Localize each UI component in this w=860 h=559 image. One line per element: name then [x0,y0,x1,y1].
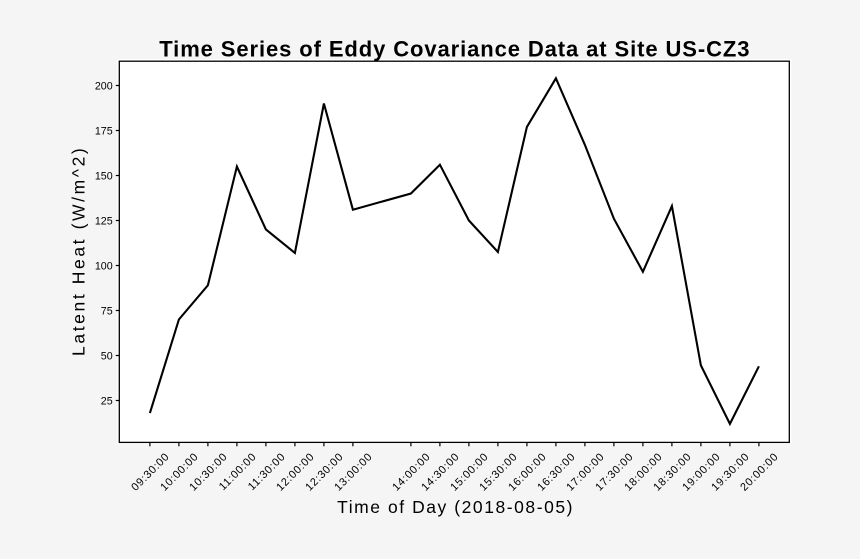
svg-text:Latent Heat (W/m^2): Latent Heat (W/m^2) [69,146,89,356]
svg-text:200: 200 [95,81,113,93]
svg-text:50: 50 [101,351,113,363]
svg-text:25: 25 [101,396,113,408]
svg-text:125: 125 [95,216,113,228]
svg-text:Time Series of Eddy Covariance: Time Series of Eddy Covariance Data at S… [159,37,750,62]
svg-text:Time of Day (2018-08-05): Time of Day (2018-08-05) [337,497,574,517]
svg-text:150: 150 [95,171,113,183]
svg-text:75: 75 [101,306,113,318]
svg-text:100: 100 [95,261,113,273]
svg-text:175: 175 [95,126,113,138]
